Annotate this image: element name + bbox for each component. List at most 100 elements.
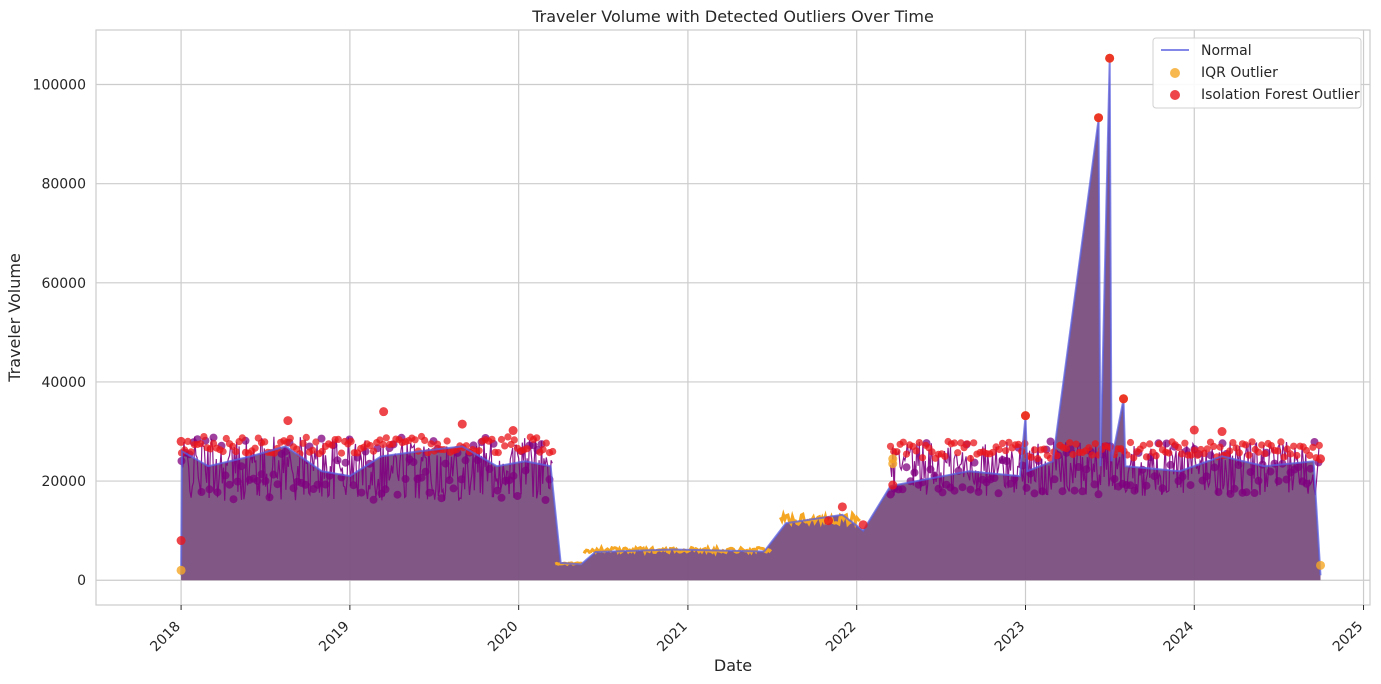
isolation-edge-marker: [1315, 441, 1323, 449]
chart-title: Traveler Volume with Detected Outliers O…: [531, 7, 934, 26]
isolation-edge-marker: [1174, 443, 1183, 452]
isolation-outlier-point: [508, 426, 518, 436]
isolation-edge-marker: [1286, 450, 1295, 458]
overlap-marker: [349, 481, 358, 490]
isolation-edge-marker: [1139, 441, 1147, 449]
overlap-marker: [253, 476, 262, 485]
legend-box: [1152, 37, 1362, 109]
isolation-edge-marker: [1290, 442, 1298, 450]
isolation-edge-marker: [1261, 450, 1269, 458]
isolation-edge-marker: [347, 437, 355, 445]
isolation-edge-marker: [1040, 445, 1048, 453]
isolation-edge-marker: [187, 448, 195, 456]
overlap-marker: [1162, 439, 1171, 448]
isolation-edge-marker: [539, 446, 547, 454]
isolation-edge-marker: [309, 446, 317, 454]
isolation-edge-marker: [1229, 439, 1237, 447]
overlap-marker: [313, 480, 322, 489]
overlap-marker: [205, 485, 214, 494]
isolation-edge-marker: [950, 439, 959, 447]
overlap-marker: [333, 456, 342, 465]
isolation-edge-marker: [1126, 438, 1135, 447]
normal-series-line: [180, 59, 1322, 576]
isolation-edge-marker: [995, 445, 1003, 454]
plot-area: [176, 53, 1326, 581]
isolation-outlier-point: [837, 502, 847, 512]
isolation-edge-marker: [206, 445, 214, 453]
overlap-marker: [341, 458, 350, 467]
isolation-edge-marker: [1203, 445, 1211, 453]
overlap-marker: [1110, 474, 1119, 483]
isolation-edge-marker: [1280, 453, 1288, 461]
overlap-marker: [417, 473, 426, 482]
iqr-outlier-point: [1316, 560, 1326, 570]
isolation-edge-marker: [238, 434, 246, 442]
legend-label: Normal: [1201, 43, 1252, 59]
isolation-edge-marker: [941, 452, 949, 460]
isolation-edge-marker: [966, 454, 975, 463]
overlap-marker: [1142, 481, 1151, 490]
isolation-edge-marker: [433, 440, 442, 448]
isolation-edge-marker: [1034, 455, 1042, 463]
isolation-outlier-point: [888, 480, 898, 490]
overlap-marker: [437, 494, 446, 503]
isolation-edge-marker: [197, 440, 205, 448]
iqr-outlier-point: [888, 459, 898, 469]
isolation-edge-marker: [219, 447, 227, 456]
isolation-edge-marker: [1254, 448, 1263, 456]
isolation-edge-marker: [523, 445, 531, 453]
isolation-edge-marker: [1242, 441, 1250, 449]
isolation-edge-marker: [533, 434, 541, 442]
isolation-edge-marker: [1194, 451, 1202, 459]
overlap-marker: [994, 489, 1003, 498]
isolation-edge-marker: [1027, 453, 1035, 461]
isolation-outlier-point: [1119, 394, 1129, 404]
isolation-edge-marker: [1069, 450, 1077, 459]
isolation-edge-marker: [928, 448, 936, 456]
isolation-edge-marker: [1152, 452, 1160, 460]
isolation-edge-marker: [232, 448, 240, 456]
overlap-marker: [1022, 483, 1031, 492]
isolation-edge-marker: [488, 435, 496, 443]
overlap-marker: [950, 486, 959, 495]
overlap-marker: [317, 434, 326, 443]
overlap-marker: [1206, 451, 1215, 460]
isolation-edge-marker: [411, 436, 419, 444]
isolation-edge-marker: [1091, 440, 1099, 448]
isolation-edge-marker: [427, 440, 435, 448]
overlap-marker: [902, 463, 911, 472]
isolation-edge-marker: [337, 449, 346, 457]
overlap-marker: [1074, 463, 1083, 471]
isolation-edge-marker: [1005, 438, 1013, 446]
isolation-outlier-point: [1217, 427, 1227, 437]
isolation-edge-marker: [328, 441, 336, 449]
overlap-marker: [541, 496, 550, 504]
overlap-marker: [1250, 489, 1259, 497]
overlap-marker: [233, 477, 242, 486]
isolation-edge-marker: [286, 434, 294, 442]
overlap-marker: [221, 471, 230, 480]
overlap-marker: [473, 456, 482, 464]
isolation-edge-marker: [510, 436, 518, 444]
isolation-edge-marker: [1053, 452, 1061, 460]
overlap-marker: [265, 493, 274, 502]
isolation-outlier-point: [457, 419, 467, 429]
y-tick-label: 0: [77, 573, 86, 589]
legend-label: Isolation Forest Outlier: [1201, 87, 1360, 103]
isolation-edge-marker: [369, 447, 378, 455]
isolation-outlier-point: [1105, 53, 1115, 63]
overlap-marker: [910, 468, 919, 477]
isolation-edge-marker: [366, 442, 374, 450]
isolation-edge-marker: [1216, 443, 1224, 451]
isolation-edge-marker: [912, 447, 920, 455]
isolation-edge-marker: [302, 433, 310, 441]
isolation-edge-marker: [899, 438, 907, 446]
isolation-edge-marker: [970, 439, 978, 447]
overlap-marker: [257, 470, 266, 479]
y-axis: 0 20000 40000 60000 80000 100000: [33, 78, 86, 590]
isolation-edge-marker: [1210, 442, 1218, 450]
overlap-marker: [289, 484, 298, 493]
overlap-marker: [261, 477, 270, 485]
isolation-edge-marker: [1088, 451, 1096, 459]
